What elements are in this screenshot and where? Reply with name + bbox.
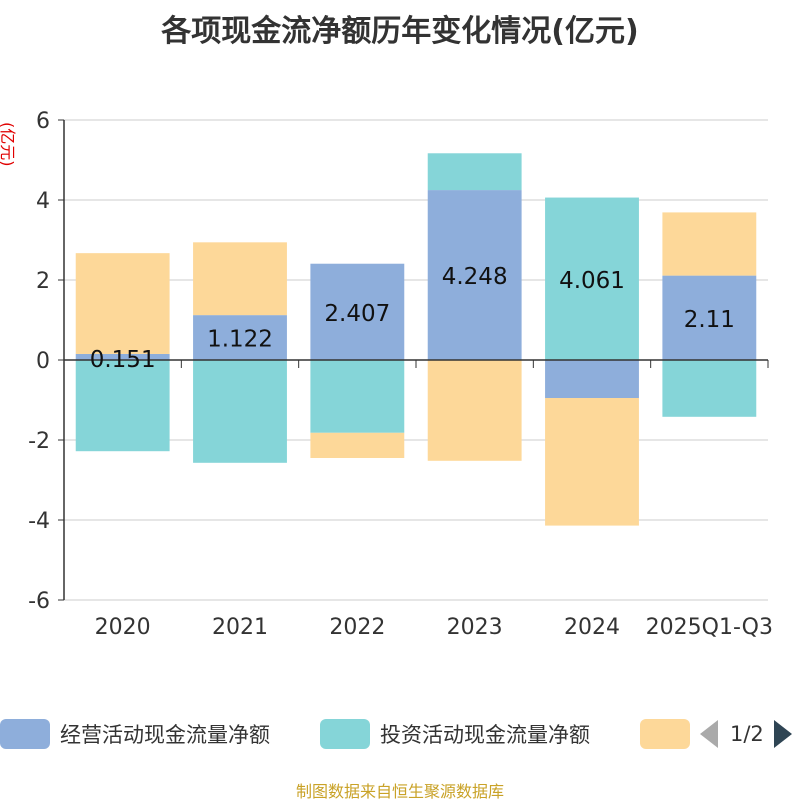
x-tick-label: 2021 <box>212 615 268 640</box>
axes: 6 4 2 0 -2 -4 -6 (亿元) 2020 2021 2022 2023 2024 2025Q1… <box>0 109 773 640</box>
y-tick-label: 0 <box>36 349 50 374</box>
legend-item-operating[interactable]: 经营活动现金流量净额 <box>0 716 270 752</box>
legend: 经营活动现金流量净额 投资活动现金流量净额 1/2 <box>0 716 800 752</box>
pager-prev-icon[interactable] <box>700 720 718 748</box>
legend-label-investing: 投资活动现金流量净额 <box>380 723 590 747</box>
legend-item-investing[interactable]: 投资活动现金流量净额 <box>320 716 590 752</box>
data-labels: 0.151 1.122 2.407 4.248 4.061 2.11 <box>90 264 735 373</box>
legend-swatch-third <box>640 719 690 749</box>
bar-segment <box>310 360 405 433</box>
bar-segment <box>75 353 170 360</box>
y-tick-label: 6 <box>36 109 50 134</box>
bars <box>75 153 757 526</box>
pager-next-icon[interactable] <box>773 720 792 748</box>
data-label: 0.151 <box>90 347 156 373</box>
bar-segment <box>193 315 287 360</box>
x-tick-label: 2024 <box>564 615 620 640</box>
bar-segment <box>545 398 639 526</box>
legend-item-third[interactable] <box>640 716 690 752</box>
bar-segment <box>193 242 287 316</box>
legend-label-operating: 经营活动现金流量净额 <box>60 723 270 747</box>
x-tick-label: 2025Q1-Q3 <box>646 615 773 640</box>
bar-segment <box>427 153 522 191</box>
bar-segment <box>427 190 522 360</box>
data-label: 4.061 <box>559 268 625 294</box>
bar-segment <box>662 275 757 360</box>
bar-segment <box>662 212 757 276</box>
data-label: 2.11 <box>684 307 735 333</box>
data-label: 2.407 <box>324 301 390 327</box>
bar-segment <box>193 360 287 463</box>
legend-pager: 1/2 <box>700 716 792 752</box>
bar-segment <box>427 360 522 461</box>
y-tick-label: 2 <box>36 269 50 294</box>
y-tick-label: -4 <box>28 509 50 534</box>
bar-segment <box>545 197 639 360</box>
x-tick-label: 2020 <box>95 615 151 640</box>
grid-lines <box>64 119 768 601</box>
chart-title: 各项现金流净额历年变化情况(亿元) <box>161 14 639 49</box>
data-label: 4.248 <box>442 264 508 290</box>
x-tick-label: 2023 <box>447 615 503 640</box>
bar-segment <box>310 263 405 360</box>
bar-segment <box>75 253 170 354</box>
bar-segment <box>545 360 639 398</box>
bar-segment <box>310 432 405 458</box>
x-tick-label: 2022 <box>329 615 385 640</box>
bar-segment <box>662 360 757 417</box>
y-tick-label: -2 <box>28 429 50 454</box>
footer-source: 制图数据来自恒生聚源数据库 <box>295 782 504 801</box>
bar-segment <box>75 360 170 452</box>
y-tick-label: -6 <box>28 589 50 614</box>
pager-text: 1/2 <box>730 722 764 746</box>
y-tick-label: 4 <box>36 189 50 214</box>
legend-swatch-operating <box>0 719 50 749</box>
legend-swatch-investing <box>320 719 370 749</box>
data-label: 1.122 <box>207 327 273 353</box>
y-axis-label: (亿元) <box>0 122 17 167</box>
